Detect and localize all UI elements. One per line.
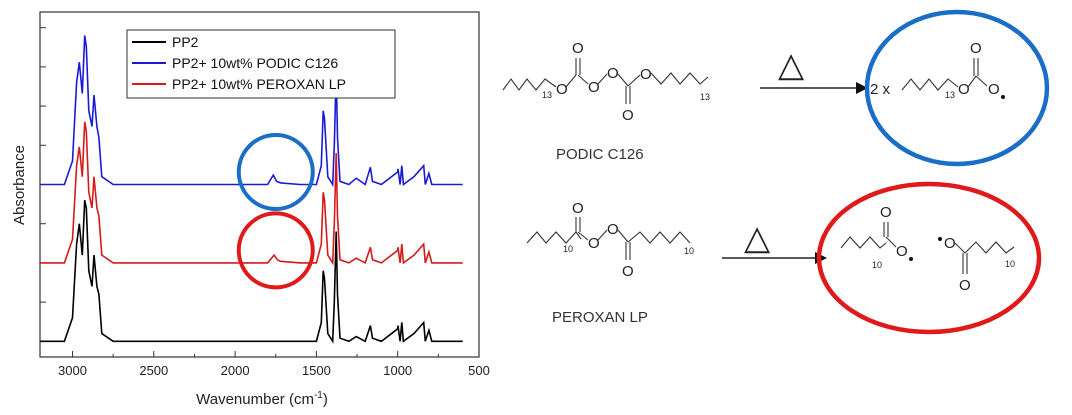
series-layer: [40, 35, 463, 344]
atom-o: O: [556, 81, 568, 98]
chart-highlight-circle: [236, 211, 315, 290]
atom-o-product-lp-radical-1: O: [896, 243, 908, 260]
atom-o-product-lp-carbonyl-2: O: [959, 277, 971, 294]
y-axis-title: Absorbance: [11, 145, 28, 225]
product-peroxan-radicals: 10 O O O O 10: [840, 204, 1015, 294]
x-tick-label: 2500: [139, 363, 168, 378]
atom-o-peroxy-lp-2: O: [607, 221, 619, 238]
atom-o-carbonyl-1: O: [572, 40, 584, 57]
highlight-circle-podic: [864, 9, 1050, 167]
molecule-peroxan-lp: 10 O O O O 10: [526, 200, 694, 280]
highlight-circle-peroxan: [816, 181, 1042, 335]
chart-highlight-circle: [236, 132, 315, 211]
subscript-10-product-1: 10: [872, 260, 882, 270]
subscript-13-left: 13: [542, 90, 552, 100]
atom-o-peroxy-2: O: [607, 65, 619, 82]
x-tick-label: 1000: [383, 363, 412, 378]
heat-triangle-icon-1: △: [778, 46, 805, 84]
x-tick-label: 1500: [302, 363, 331, 378]
atom-o-product-lp-carbonyl-1: O: [880, 204, 892, 221]
ftir-chart: 3000 2500 2000 1500 1000 500 Absorbance Waven…: [11, 11, 490, 408]
atom-o-carbonyl-lp-2: O: [622, 263, 634, 280]
subscript-13-product: 13: [945, 90, 955, 100]
heat-triangle-icon-2: △: [744, 219, 771, 257]
subscript-10-right: 10: [684, 246, 694, 256]
x-axis-title: Wavenumber (cm-1): [196, 390, 328, 408]
legend-label-pp2: PP2: [172, 34, 199, 50]
atom-o-ester-2: O: [640, 66, 652, 83]
atom-o-product-radical: O: [988, 81, 1000, 98]
atom-o-product: O: [958, 81, 970, 98]
legend-label-peroxan: PP2+ 10wt% PEROXAN LP: [172, 76, 346, 92]
product-podic-radical: 2 x 13 O O O: [870, 40, 1005, 100]
legend-box: [126, 29, 396, 99]
molecule-podic-c126: 13 O O O O O O 13: [502, 40, 710, 124]
x-tick-label: 500: [468, 363, 490, 378]
subscript-10-left: 10: [563, 244, 573, 254]
legend-label-podic: PP2+ 10wt% PODIC C126: [172, 55, 338, 71]
x-tick-label: 2000: [221, 363, 250, 378]
compound-name-podic: PODIC C126: [556, 146, 644, 163]
series-line-pp2-10wt-peroxan-lp: [40, 121, 463, 266]
reaction-scheme-peroxan: 10 O O O O 10 PEROXAN LP △ 10 O O: [526, 181, 1042, 335]
reaction-arrowhead-1: [856, 82, 868, 94]
atom-o-peroxy-lp-1: O: [588, 235, 600, 252]
atom-o-product-lp-radical-2: O: [944, 235, 956, 252]
atom-o-product-carbonyl: O: [970, 40, 982, 57]
radical-dot-1: [1001, 95, 1005, 99]
series-line-pp2-10wt-podic-c126: [40, 35, 463, 188]
reaction-scheme-podic: 13 O O O O O O 13 PODIC C126 △ 2 x 13: [502, 9, 1050, 167]
atom-o-peroxy-1: O: [588, 79, 600, 96]
radical-dot-3: [938, 237, 942, 241]
product-prefix: 2 x: [870, 81, 891, 98]
x-axis-title-sup: -1: [314, 390, 323, 401]
series-line-pp2: [40, 200, 463, 344]
subscript-13-right: 13: [700, 92, 710, 102]
legend: PP2 PP2+ 10wt% PODIC C126 PP2+ 10wt% PER…: [126, 29, 396, 99]
x-axis-ticks: 3000 2500 2000 1500 1000 500: [58, 351, 490, 378]
subscript-10-product-2: 10: [1005, 259, 1015, 269]
compound-name-peroxan: PEROXAN LP: [552, 309, 648, 326]
radical-dot-2: [909, 257, 913, 261]
x-axis-title-close: ): [323, 391, 328, 408]
highlight-layer: [236, 132, 315, 290]
atom-o-carbonyl-2: O: [622, 107, 634, 124]
x-axis-title-main: Wavenumber (cm: [196, 391, 314, 408]
x-tick-label: 3000: [58, 363, 87, 378]
atom-o-carbonyl-lp-1: O: [572, 200, 584, 217]
